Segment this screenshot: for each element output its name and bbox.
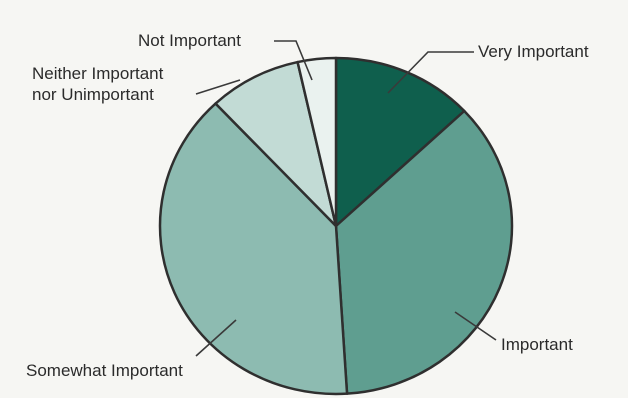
pie-slice-very-important [334,56,466,228]
leader-line-very-important [387,51,474,94]
pie-slice-important [334,109,514,395]
slice-label-line: nor Unimportant [32,85,154,104]
slice-label-line: Somewhat Important [26,361,183,380]
slice-label-very-important: Very Important [478,42,589,61]
slice-labels: Very Important Important Somewhat Importan… [26,31,589,380]
slice-label-neither-important-nor-unimportant: Neither Important nor Unimportant [32,64,164,104]
leader-line-not-important [274,40,313,81]
pie-slice-not-important [296,56,338,228]
slice-label-not-important: Not Important [138,31,241,50]
label-leader-lines [195,40,497,357]
pie-slice-neither-important-nor-unimportant [214,60,338,228]
pie-slices [158,56,514,396]
slice-label-important: Important [501,335,573,354]
leader-line-neither-important-nor-unimportant [195,79,241,95]
leader-line-somewhat-important [195,319,237,357]
slice-label-line: Neither Important [32,64,164,83]
slice-label-somewhat-important: Somewhat Important [26,361,183,380]
slice-label-line: Not Important [138,31,241,50]
slice-label-line: Important [501,335,573,354]
leader-line-important [454,311,497,341]
pie-slice-somewhat-important [158,102,349,396]
slice-label-line: Very Important [478,42,589,61]
